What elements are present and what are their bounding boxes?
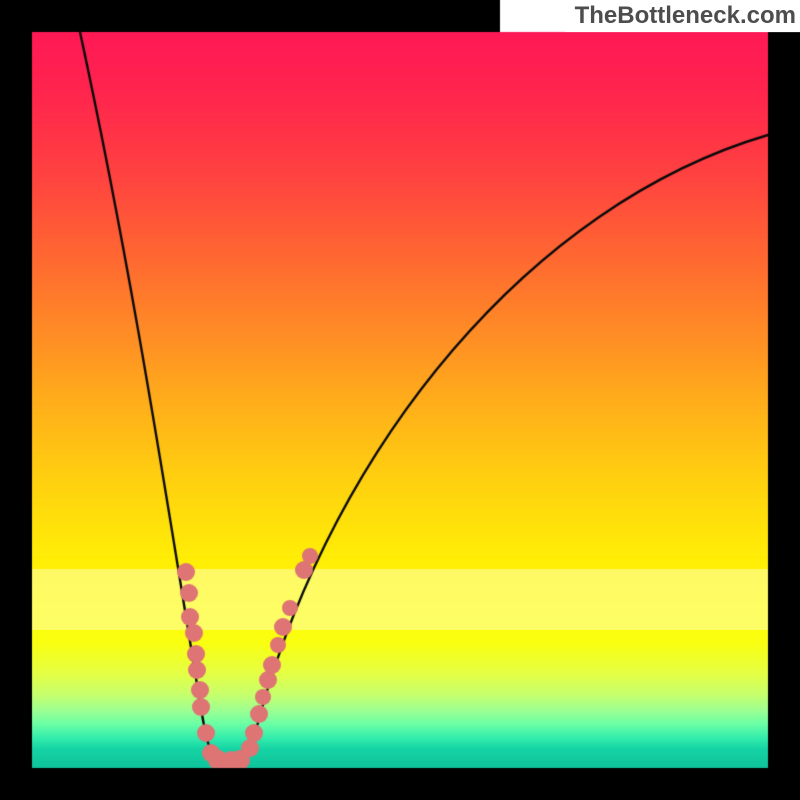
chart-container: TheBottleneck.com <box>0 0 800 800</box>
chart-canvas <box>0 0 800 800</box>
